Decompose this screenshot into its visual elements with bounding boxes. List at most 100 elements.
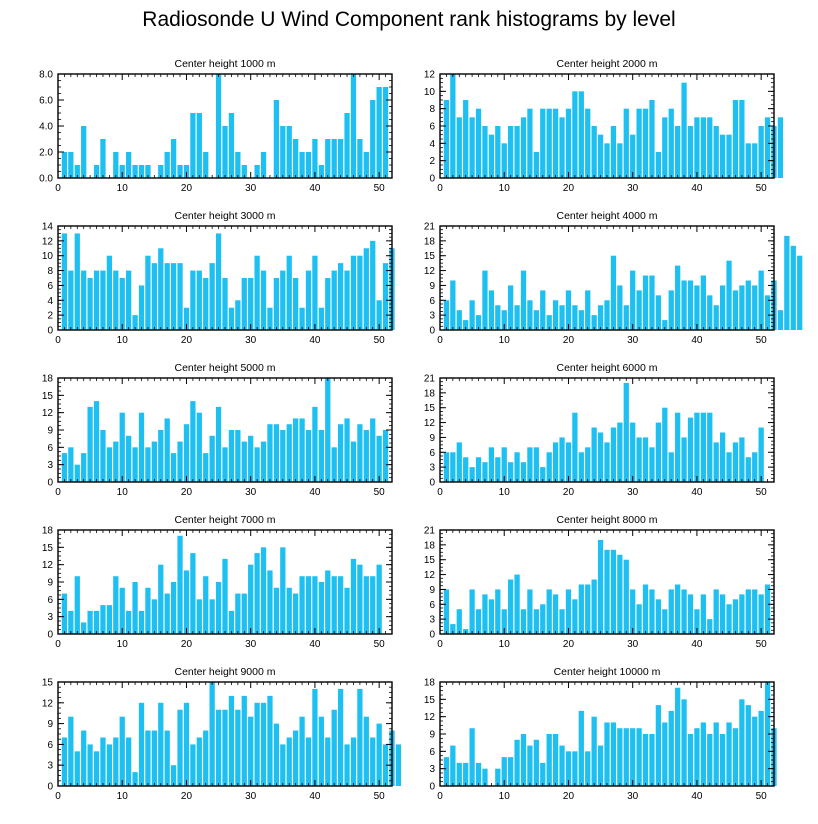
x-tick-label: 40 <box>309 791 321 802</box>
bar <box>508 462 514 482</box>
x-tick-label: 20 <box>181 639 193 650</box>
bar <box>376 435 382 482</box>
bar <box>623 305 629 330</box>
bar <box>687 126 694 178</box>
bar <box>228 430 235 482</box>
bar <box>514 574 520 634</box>
bar <box>106 744 113 786</box>
bar <box>617 728 623 786</box>
bar <box>739 100 745 178</box>
bar <box>694 728 700 786</box>
bar <box>559 745 565 786</box>
bar <box>299 716 305 786</box>
bar <box>630 589 636 634</box>
bar <box>694 412 700 482</box>
bar <box>687 417 694 482</box>
bar <box>299 576 305 634</box>
bar <box>203 278 209 330</box>
bar <box>241 278 247 330</box>
bar <box>540 762 546 786</box>
bar <box>764 584 771 634</box>
bar <box>675 126 681 178</box>
bar <box>565 108 572 178</box>
bar <box>61 453 68 482</box>
bar <box>293 278 299 330</box>
bar <box>350 255 357 330</box>
x-tick-label: 50 <box>756 183 768 194</box>
y-tick-label: 10 <box>424 87 436 98</box>
bar <box>318 165 324 178</box>
bar <box>662 609 668 634</box>
y-tick-label: 0 <box>47 326 53 337</box>
bar <box>344 418 350 482</box>
x-tick-label: 0 <box>55 639 61 650</box>
bar <box>312 688 318 786</box>
bar <box>170 263 177 330</box>
y-tick-label: 0 <box>429 782 435 793</box>
bar <box>540 108 546 178</box>
bar <box>203 453 209 482</box>
bar <box>248 564 254 634</box>
y-tick-label: 2 <box>47 311 53 322</box>
bar <box>572 751 578 786</box>
bar <box>68 610 74 634</box>
bar <box>475 762 482 786</box>
x-tick-label: 40 <box>691 639 703 650</box>
bar <box>495 457 501 482</box>
bar <box>350 737 357 786</box>
bar <box>591 579 597 634</box>
bar <box>488 290 495 330</box>
bar <box>501 609 507 634</box>
bar <box>286 255 292 330</box>
bar <box>681 589 687 634</box>
bar <box>376 723 382 786</box>
bar <box>591 427 597 482</box>
plot-frame <box>439 377 775 483</box>
bar <box>764 117 771 178</box>
bar <box>145 587 151 634</box>
y-tick-label: 18 <box>424 388 436 399</box>
bar <box>546 452 552 482</box>
bar <box>610 722 617 786</box>
bar <box>305 152 312 178</box>
bar <box>713 589 719 634</box>
bar <box>68 152 74 178</box>
bar <box>585 751 591 786</box>
bar <box>456 310 462 330</box>
y-tick-label: 0 <box>429 326 435 337</box>
bar <box>151 441 157 482</box>
bar <box>357 424 363 482</box>
bar <box>610 126 617 178</box>
bar <box>527 300 533 330</box>
x-tick-label: 0 <box>437 639 443 650</box>
chart-title: Center height 10000 m <box>554 666 661 678</box>
x-tick-label: 40 <box>691 487 703 498</box>
y-tick-label: 9 <box>429 281 435 292</box>
x-tick-label: 10 <box>117 487 129 498</box>
bar <box>450 280 456 330</box>
bar <box>719 594 726 634</box>
x-tick-label: 40 <box>309 183 321 194</box>
x-tick-label: 0 <box>437 791 443 802</box>
bar <box>578 91 584 178</box>
bar <box>540 604 546 634</box>
bar <box>552 734 559 786</box>
bar <box>565 442 572 482</box>
bar <box>700 594 706 634</box>
bar <box>273 587 280 634</box>
bar <box>87 406 93 482</box>
bar <box>565 589 572 634</box>
bar <box>469 117 475 178</box>
bar <box>183 165 190 178</box>
bar <box>463 320 469 330</box>
bar <box>337 139 344 178</box>
bar <box>119 716 125 786</box>
bar <box>305 737 312 786</box>
bar <box>495 126 501 178</box>
bar <box>700 117 706 178</box>
bar <box>286 737 292 786</box>
bar <box>363 430 369 482</box>
y-tick-label: 9 <box>47 426 53 437</box>
bar <box>331 709 337 786</box>
